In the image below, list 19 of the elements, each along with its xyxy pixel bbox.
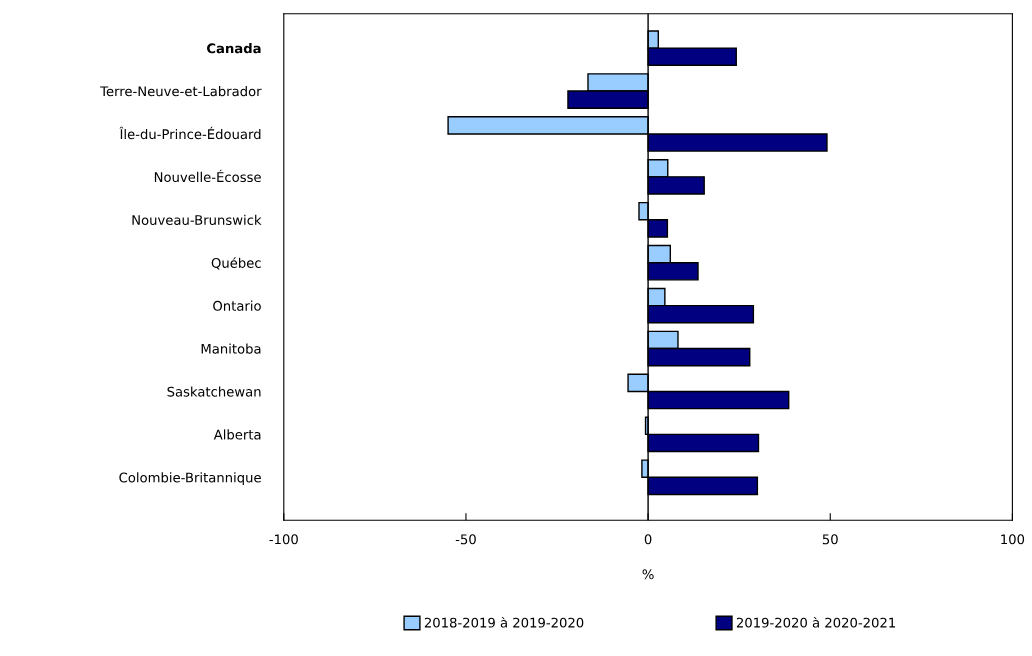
x-axis-title: % — [642, 569, 654, 580]
y-tick-label: Saskatchewan — [167, 386, 261, 397]
legend-label: 2019-2020 à 2020-2021 — [736, 616, 896, 628]
x-tick-label: 100 — [1001, 534, 1025, 545]
x-tick-label: 50 — [822, 534, 838, 545]
x-tick-label: 0 — [644, 534, 652, 545]
y-tick-label: Nouvelle-Écosse — [154, 169, 261, 183]
x-tick-label: -100 — [269, 534, 298, 545]
legend-label: 2018-2019 à 2019-2020 — [424, 616, 584, 628]
y-tick-label: Québec — [211, 257, 261, 270]
y-tick-label: Canada — [207, 43, 261, 54]
y-tick-label: Manitoba — [201, 343, 261, 354]
y-tick-label: Alberta — [213, 429, 261, 440]
x-tick-label: -50 — [455, 534, 476, 545]
y-tick-label: Terre-Neuve-et-Labrador — [100, 86, 262, 97]
y-tick-label: Nouveau-Brunswick — [132, 214, 262, 225]
y-tick-label: Colombie-Britannique — [119, 472, 261, 486]
y-tick-label: Île-du-Prince-Édouard — [119, 126, 261, 140]
y-tick-label: Ontario — [213, 300, 261, 311]
